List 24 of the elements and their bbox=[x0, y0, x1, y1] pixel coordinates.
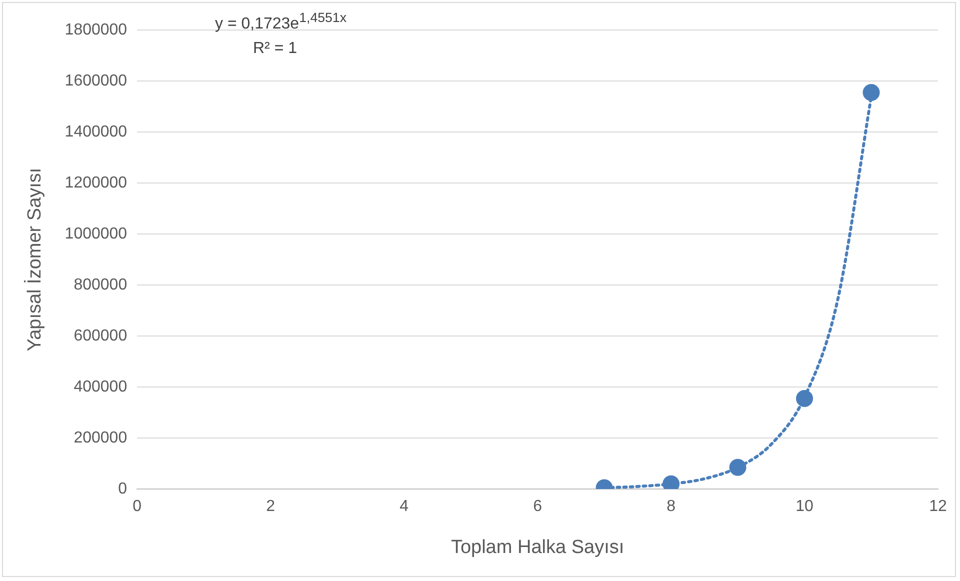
y-tick-label: 1200000 bbox=[64, 174, 128, 192]
point bbox=[796, 390, 814, 407]
x-tick-label: 6 bbox=[533, 498, 542, 516]
x-tick-label: 10 bbox=[796, 498, 814, 516]
annotation: R² = 1 bbox=[253, 40, 298, 58]
x-tick-label: 2 bbox=[266, 498, 276, 516]
y-tick-label: 1000000 bbox=[64, 225, 128, 242]
x-tick-label: 8 bbox=[666, 498, 676, 516]
x-tick-label: 4 bbox=[400, 498, 409, 516]
annotation: y = 0,1723e$^{1,4551x}$ bbox=[215, 10, 347, 34]
x-tick-label: 12 bbox=[929, 498, 947, 516]
y-axis-title: Yapısal İzomer Sayısı bbox=[24, 168, 46, 352]
y-tick-label: 1600000 bbox=[64, 72, 128, 90]
y-tick-label: 1400000 bbox=[64, 123, 128, 140]
y-tick-label: 600000 bbox=[74, 327, 128, 344]
point bbox=[862, 84, 880, 101]
y-tick-label: 1800000 bbox=[64, 21, 128, 38]
y-tick-label: 200000 bbox=[74, 429, 128, 446]
y-tick-label: 800000 bbox=[74, 276, 128, 294]
x-tick-label: 0 bbox=[132, 498, 142, 516]
y-tick-label: 400000 bbox=[74, 378, 128, 396]
point bbox=[729, 458, 746, 476]
x-axis-title: Toplam Halka Sayısı bbox=[450, 536, 624, 558]
y-tick-label: 0 bbox=[118, 480, 128, 498]
